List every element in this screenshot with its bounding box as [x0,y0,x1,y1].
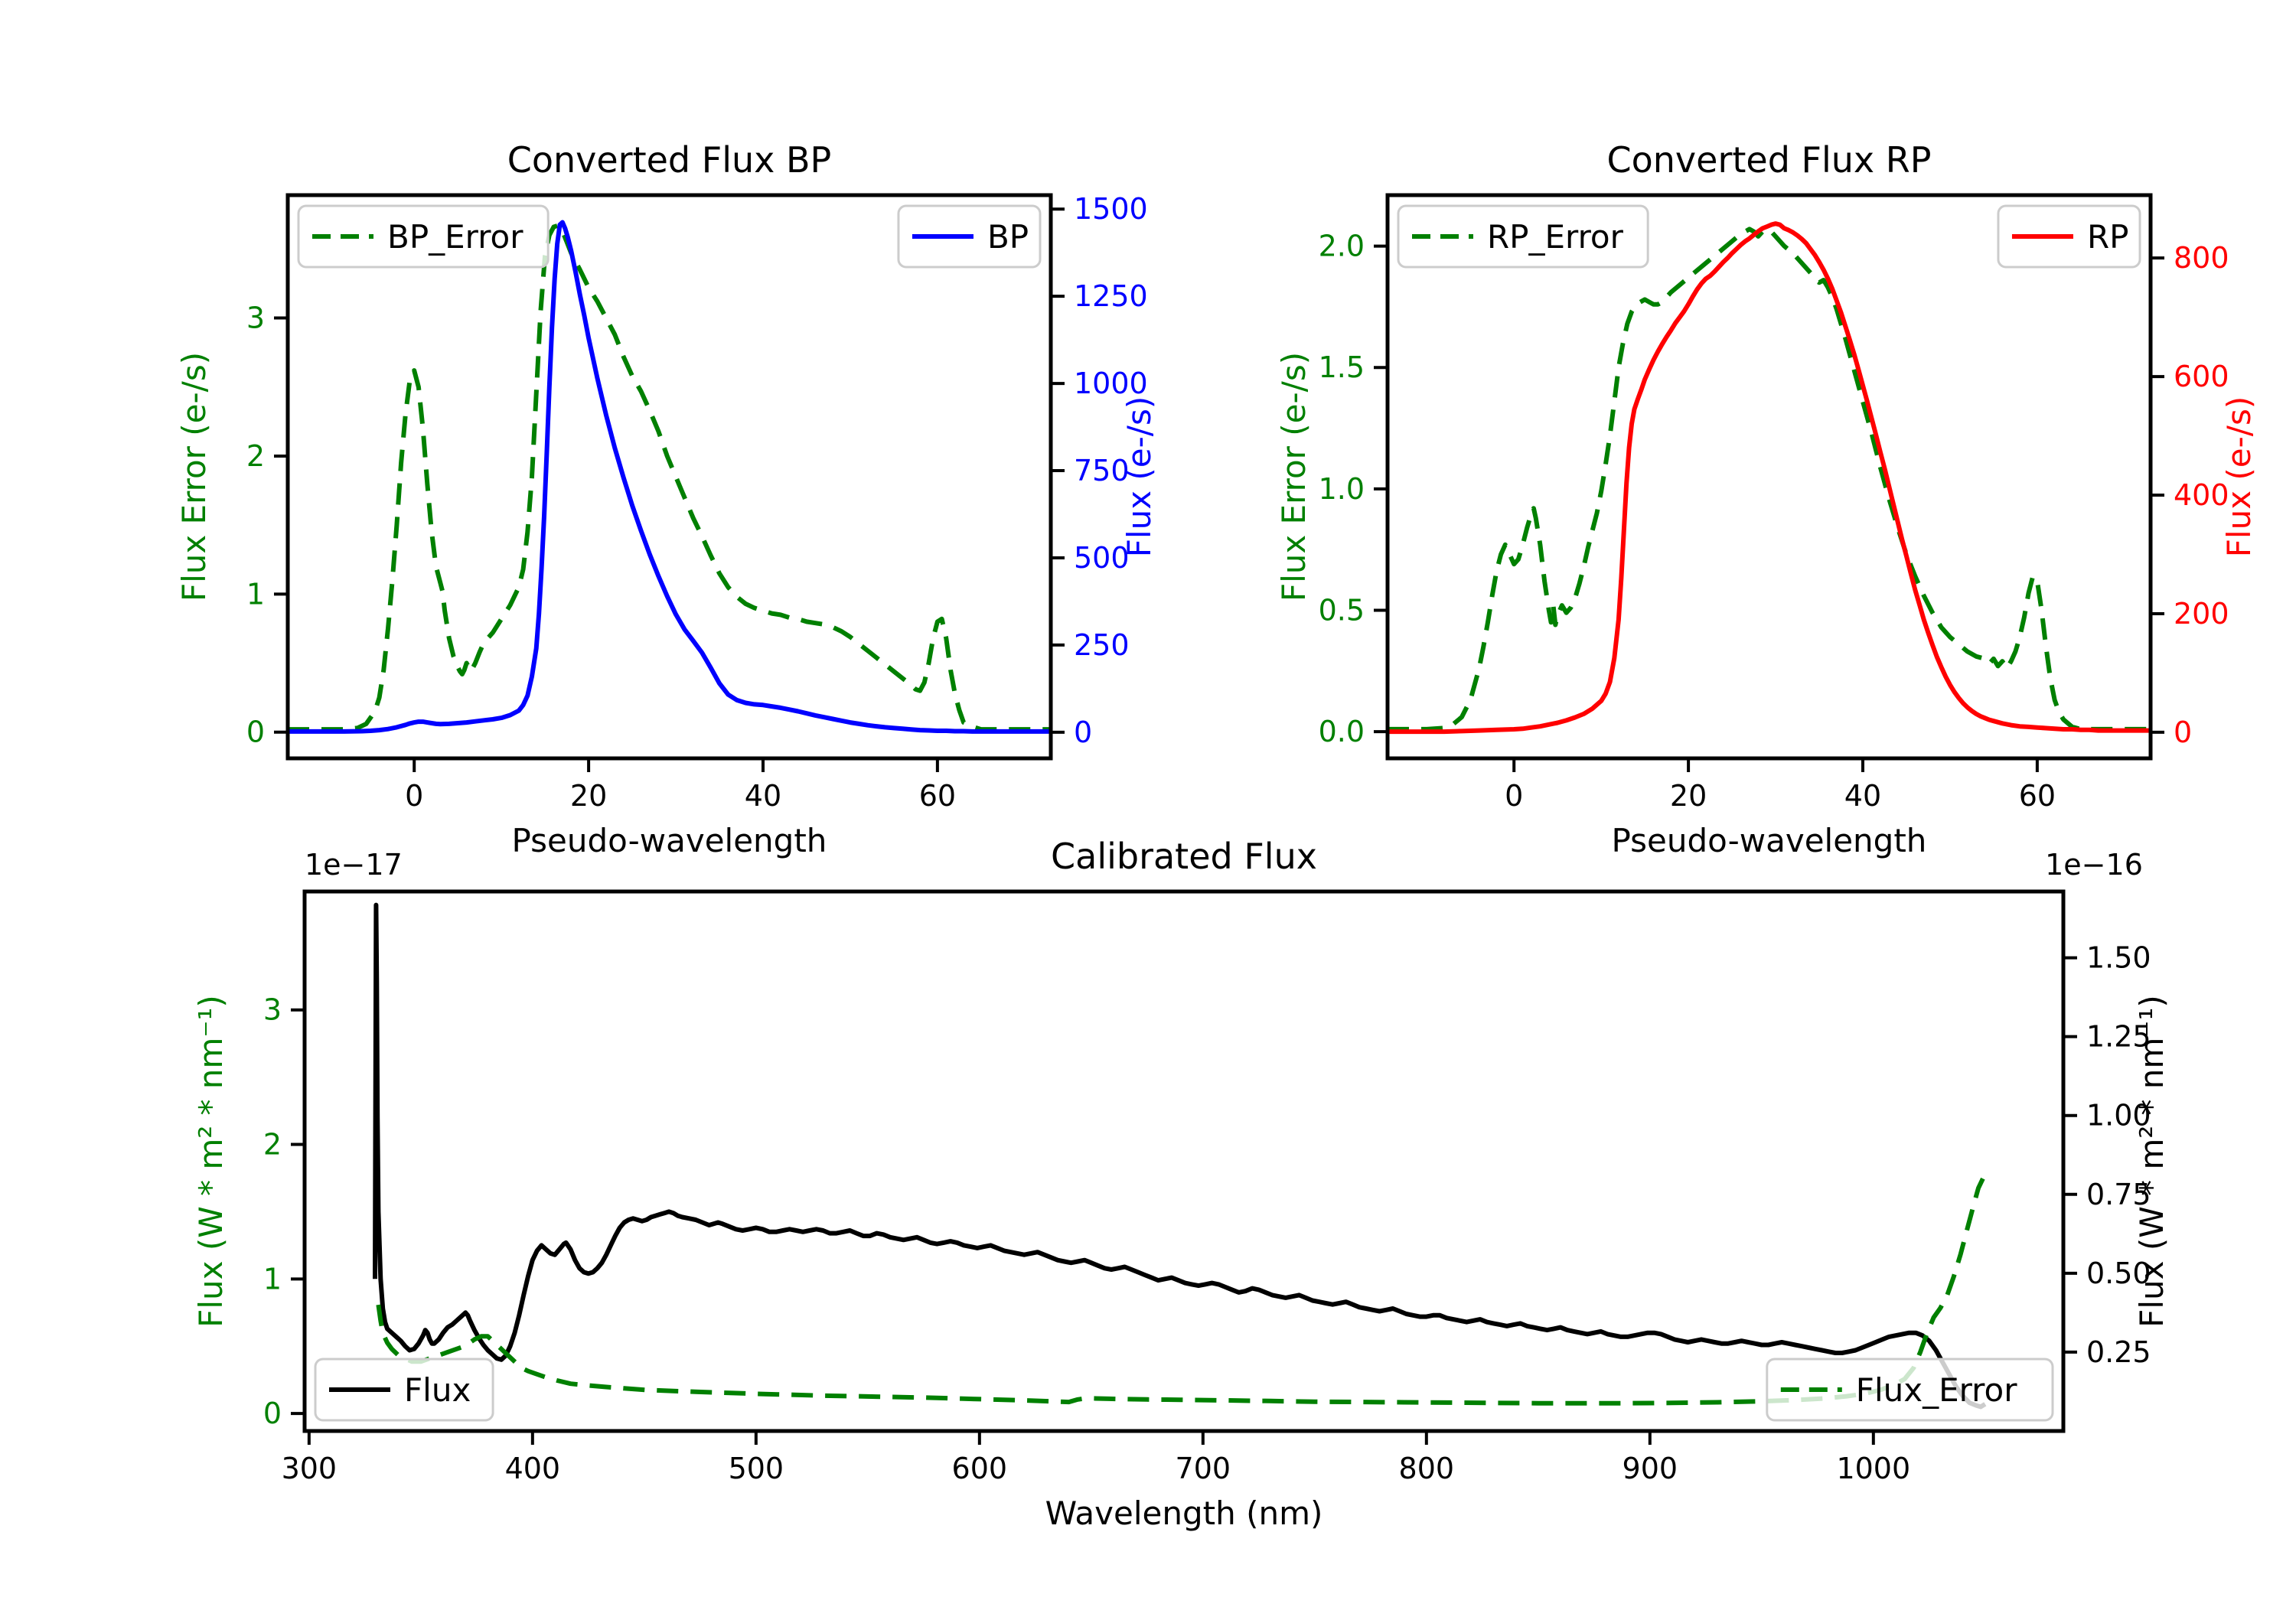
rp-xlabel: Pseudo-wavelength [1612,822,1927,859]
bp-right-tick-label: 0 [1074,715,1092,749]
rp-left-tick-label: 1.5 [1319,350,1365,384]
cal-x-tick-label: 800 [1399,1452,1455,1485]
chart-bp: 0 20 40 60 0 1 2 3 0 250 500 750 1000 1250 1500 Convert… [175,139,1158,859]
cal-legend-Flux: Flux [314,1358,494,1422]
bp-left-tick-label: 3 [246,302,265,335]
rp-left-tick-label: 0.5 [1319,593,1365,627]
cal-series-Flux [373,902,1987,1410]
bp-legend-label: BP [987,218,1029,256]
cal-left-tick-label: 0 [263,1397,282,1430]
bp-left-tick-label: 2 [246,439,265,473]
rp-right-tick-label: 0 [2174,715,2192,749]
cal-x-tick-label: 700 [1176,1452,1231,1485]
bp-right-tick-label: 1250 [1074,279,1148,313]
rp-title: Converted Flux RP [1607,139,1932,181]
rp-legend-label: RP_Error [1487,218,1624,256]
bp-right-tick-label: 250 [1074,628,1130,662]
cal-right-ylabel: Flux (W * m² * nm⁻¹) [2133,995,2170,1328]
rp-right-tick-label: 800 [2174,241,2229,275]
bp-legend-BP: BP [897,204,1042,269]
cal-left-tick-label: 1 [263,1262,282,1296]
cal-right-offset-text: 1e−16 [2045,848,2143,882]
bp-right-tick-label: 1000 [1074,367,1148,400]
bp-legend-box [297,204,550,269]
bp-x-tick-label: 40 [745,779,781,813]
bp-series-BP_Error [288,223,1051,732]
rp-legend-label: RP [2087,218,2129,256]
rp-legend-RP: RP [1997,204,2141,269]
bp-xlabel: Pseudo-wavelength [512,822,827,859]
bp-left-tick-label: 1 [246,577,265,611]
rp-series-RP_Error [1388,227,2151,732]
cal-x-tick-label: 600 [952,1452,1008,1485]
chart-cal: 300 400 500 600 700 800 900 1000 0 1 2 3 0.25 0.50 0.7… [192,836,2170,1532]
bp-spines [285,193,1053,761]
cal-right-tick-label: 1.25 [2086,1020,2151,1054]
cal-x-tick-label: 500 [729,1452,784,1485]
bp-x-tick-label: 60 [919,779,956,813]
cal-title: Calibrated Flux [1051,836,1317,877]
cal-legend-Flux_Error: Flux_Error [1766,1358,2054,1422]
cal-spines [302,889,2066,1433]
rp-right-tick-label: 200 [2174,597,2229,631]
rp-x-tick-label: 20 [1670,779,1707,813]
rp-x-tick-label: 40 [1844,779,1881,813]
cal-left-ylabel: Flux (W * m² * nm⁻¹) [192,995,230,1328]
bp-x-tick-label: 0 [405,779,423,813]
bp-right-ylabel: Flux (e-/s) [1120,396,1158,557]
rp-legend-box [1397,204,1649,269]
cal-series-group [373,902,1987,1410]
rp-legend-RP_Error: RP_Error [1397,204,1649,269]
cal-left-offset-text: 1e−17 [305,848,403,882]
cal-legend-box [314,1358,494,1422]
cal-right-tick-label: 0.75 [2086,1178,2151,1211]
rp-x-tick-label: 0 [1505,779,1523,813]
rp-right-ylabel: Flux (e-/s) [2220,396,2258,557]
rp-left-ylabel: Flux Error (e-/s) [1275,352,1313,601]
cal-legend-label: Flux_Error [1856,1371,2017,1409]
bp-legend-BP_Error: BP_Error [297,204,550,269]
bp-legend-label: BP_Error [387,218,523,256]
rp-left-tick-label: 2.0 [1319,230,1365,263]
cal-left-tick-label: 3 [263,993,282,1027]
bp-right-tick-label: 1500 [1074,192,1148,226]
cal-right-tick-label: 1.00 [2086,1099,2151,1133]
cal-x-tick-label: 1000 [1836,1452,1910,1485]
cal-legend-box [1766,1358,2054,1422]
bp-right-tick-label: 500 [1074,541,1130,575]
cal-x-tick-label: 300 [282,1452,338,1485]
bp-left-ylabel: Flux Error (e-/s) [175,352,213,601]
rp-left-tick-label: 1.0 [1319,472,1365,506]
cal-legend-label: Flux [404,1371,471,1409]
cal-xlabel: Wavelength (nm) [1045,1495,1323,1532]
rp-spines [1385,193,2153,761]
bp-x-tick-label: 20 [570,779,607,813]
rp-series-group [1388,221,2151,735]
bp-left-tick-label: 0 [246,715,265,749]
rp-right-tick-label: 600 [2174,360,2229,393]
rp-right-tick-label: 400 [2174,478,2229,512]
cal-x-tick-label: 900 [1623,1452,1678,1485]
chart-rp: 0 20 40 60 0.0 0.5 1.0 1.5 2.0 0 200 400 600 800 Conve… [1275,139,2258,859]
bp-series-BP [288,220,1051,734]
rp-left-tick-label: 0.0 [1319,715,1365,748]
cal-right-tick-label: 1.50 [2086,941,2151,975]
cal-right-tick-label: 0.25 [2086,1335,2151,1369]
cal-series-Flux_Error [376,1177,1985,1406]
bp-title: Converted Flux BP [507,139,832,181]
cal-x-tick-label: 400 [505,1452,561,1485]
bp-series-group [288,220,1051,734]
bp-right-tick-label: 750 [1074,454,1130,487]
cal-left-tick-label: 2 [263,1128,282,1162]
cal-right-tick-label: 0.50 [2086,1257,2151,1290]
rp-x-tick-label: 60 [2019,779,2056,813]
rp-series-RP [1388,221,2151,735]
